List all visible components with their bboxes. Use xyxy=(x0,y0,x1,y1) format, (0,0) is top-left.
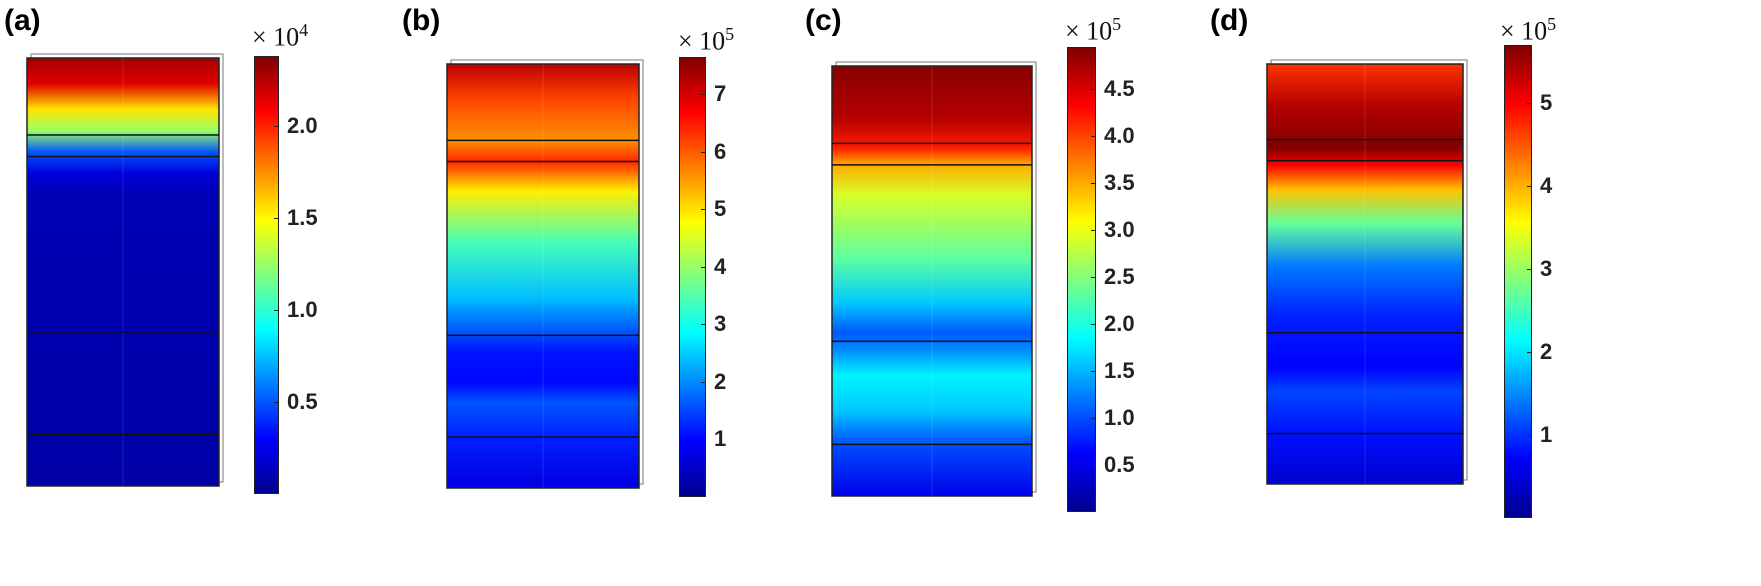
panel-label: (c) xyxy=(805,4,842,37)
colorbar-tick-label: 5 xyxy=(1540,90,1553,116)
colorbar-multiplier: × 105 xyxy=(1065,14,1121,47)
multiplier-exponent: 5 xyxy=(725,24,735,44)
colorbar-tick-mark xyxy=(274,217,279,219)
colorbar-tick-mark xyxy=(701,151,706,153)
panel-label: (d) xyxy=(1210,4,1249,37)
colorbar-tick-mark xyxy=(701,266,706,268)
colorbar-tick-mark xyxy=(1091,324,1096,326)
domain-slab xyxy=(25,52,229,492)
multiplier-base: × 10 xyxy=(1500,16,1548,46)
colorbar xyxy=(1067,47,1096,512)
colorbar-tick-mark xyxy=(1091,89,1096,91)
colorbar-tick-mark xyxy=(701,324,706,326)
colorbar-tick-label: 3.5 xyxy=(1104,170,1135,196)
panel-c: (c) × 105 0.5 1.0 1.5 2.0 2.5 3.0 3.5 4.0 4.5 xyxy=(805,0,1245,586)
colorbar-tick-label: 5 xyxy=(714,196,727,222)
colorbar-tick-label: 2.0 xyxy=(287,112,318,138)
colorbar-tick-label: 3 xyxy=(1540,256,1553,282)
colorbar-tick-label: 4 xyxy=(714,253,727,279)
colorbar xyxy=(254,56,279,494)
panel-a: (a) × 104 0.5 1.0 1.5 2.0 xyxy=(0,0,440,586)
domain-slab xyxy=(1265,58,1473,490)
colorbar-tick-mark xyxy=(1527,103,1532,105)
panel-label: (b) xyxy=(402,4,441,37)
slab-field xyxy=(26,57,220,487)
colorbar-tick-mark xyxy=(1091,465,1096,467)
slab-field xyxy=(446,63,640,489)
colorbar-tick-mark xyxy=(1091,277,1096,279)
colorbar-multiplier: × 105 xyxy=(678,24,734,57)
colorbar-tick-mark xyxy=(274,401,279,403)
multiplier-base: × 10 xyxy=(1065,16,1113,46)
colorbar-tick-mark xyxy=(701,439,706,441)
colorbar-tick-label: 3.0 xyxy=(1104,217,1135,243)
colorbar-tick-mark xyxy=(1091,418,1096,420)
colorbar-tick-label: 2 xyxy=(1540,339,1553,365)
multiplier-exponent: 5 xyxy=(1112,14,1122,34)
colorbar-tick-mark xyxy=(1091,136,1096,138)
colorbar-tick-label: 1 xyxy=(714,426,727,452)
colorbar-tick-mark xyxy=(701,381,706,383)
panel-label: (a) xyxy=(4,4,41,37)
colorbar-tick-mark xyxy=(1527,186,1532,188)
domain-slab xyxy=(830,60,1042,502)
colorbar-tick-label: 1.0 xyxy=(287,296,318,322)
colorbar-tick-label: 4.5 xyxy=(1104,76,1135,102)
colorbar-tick-mark xyxy=(701,94,706,96)
colorbar-tick-mark xyxy=(1527,269,1532,271)
colorbar-tick-label: 2 xyxy=(714,368,727,394)
colorbar-tick-label: 2.5 xyxy=(1104,264,1135,290)
slab-svg xyxy=(1266,59,1468,485)
colorbar-tick-label: 4 xyxy=(1540,173,1553,199)
colorbar-tick-mark xyxy=(1091,230,1096,232)
colorbar xyxy=(679,57,706,497)
colorbar-tick-label: 3 xyxy=(714,311,727,337)
colorbar-multiplier: × 105 xyxy=(1500,14,1556,47)
colorbar xyxy=(1504,45,1532,518)
colorbar-tick-mark xyxy=(1527,435,1532,437)
colorbar-tick-label: 4.0 xyxy=(1104,123,1135,149)
colorbar-tick-label: 2.0 xyxy=(1104,311,1135,337)
colorbar-tick-label: 0.5 xyxy=(1104,452,1135,478)
colorbar-multiplier: × 104 xyxy=(252,20,308,53)
colorbar-tick-mark xyxy=(701,209,706,211)
colorbar-tick-label: 6 xyxy=(714,138,727,164)
colorbar-tick-label: 0.5 xyxy=(287,388,318,414)
multiplier-exponent: 4 xyxy=(299,20,309,40)
colorbar-tick-mark xyxy=(1091,183,1096,185)
colorbar-tick-label: 7 xyxy=(714,81,727,107)
slab-svg xyxy=(831,61,1037,497)
colorbar-tick-label: 1.5 xyxy=(287,204,318,230)
multiplier-base: × 10 xyxy=(252,22,300,52)
colorbar-tick-label: 1.5 xyxy=(1104,358,1135,384)
slab-field xyxy=(1266,63,1464,485)
colorbar-tick-mark xyxy=(274,125,279,127)
slab-field xyxy=(831,65,1033,497)
colorbar-tick-mark xyxy=(1527,352,1532,354)
multiplier-base: × 10 xyxy=(678,26,726,56)
colorbar-tick-mark xyxy=(1091,371,1096,373)
colorbar-tick-label: 1 xyxy=(1540,422,1553,448)
slab-svg xyxy=(26,53,224,487)
colorbar-tick-mark xyxy=(274,309,279,311)
slab-svg xyxy=(446,59,644,489)
domain-slab xyxy=(445,58,649,494)
multiplier-exponent: 5 xyxy=(1547,14,1557,34)
colorbar-tick-label: 1.0 xyxy=(1104,405,1135,431)
